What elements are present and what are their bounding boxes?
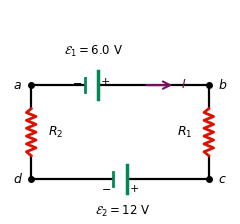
Text: b: b: [218, 79, 226, 92]
Text: c: c: [218, 173, 225, 186]
Text: $R_1$: $R_1$: [177, 125, 192, 140]
Text: $\mathcal{E}_2 = 12$ V: $\mathcal{E}_2 = 12$ V: [95, 204, 150, 219]
Text: d: d: [14, 173, 22, 186]
Text: $R_2$: $R_2$: [48, 125, 63, 140]
Text: $+$: $+$: [129, 183, 139, 194]
Text: $\mathcal{E}_1 = 6.0$ V: $\mathcal{E}_1 = 6.0$ V: [64, 44, 123, 59]
Text: $I$: $I$: [181, 78, 186, 90]
Text: $-$: $-$: [72, 77, 83, 87]
Text: $+$: $+$: [100, 76, 110, 87]
Text: a: a: [14, 79, 22, 92]
Text: $-$: $-$: [101, 183, 111, 193]
